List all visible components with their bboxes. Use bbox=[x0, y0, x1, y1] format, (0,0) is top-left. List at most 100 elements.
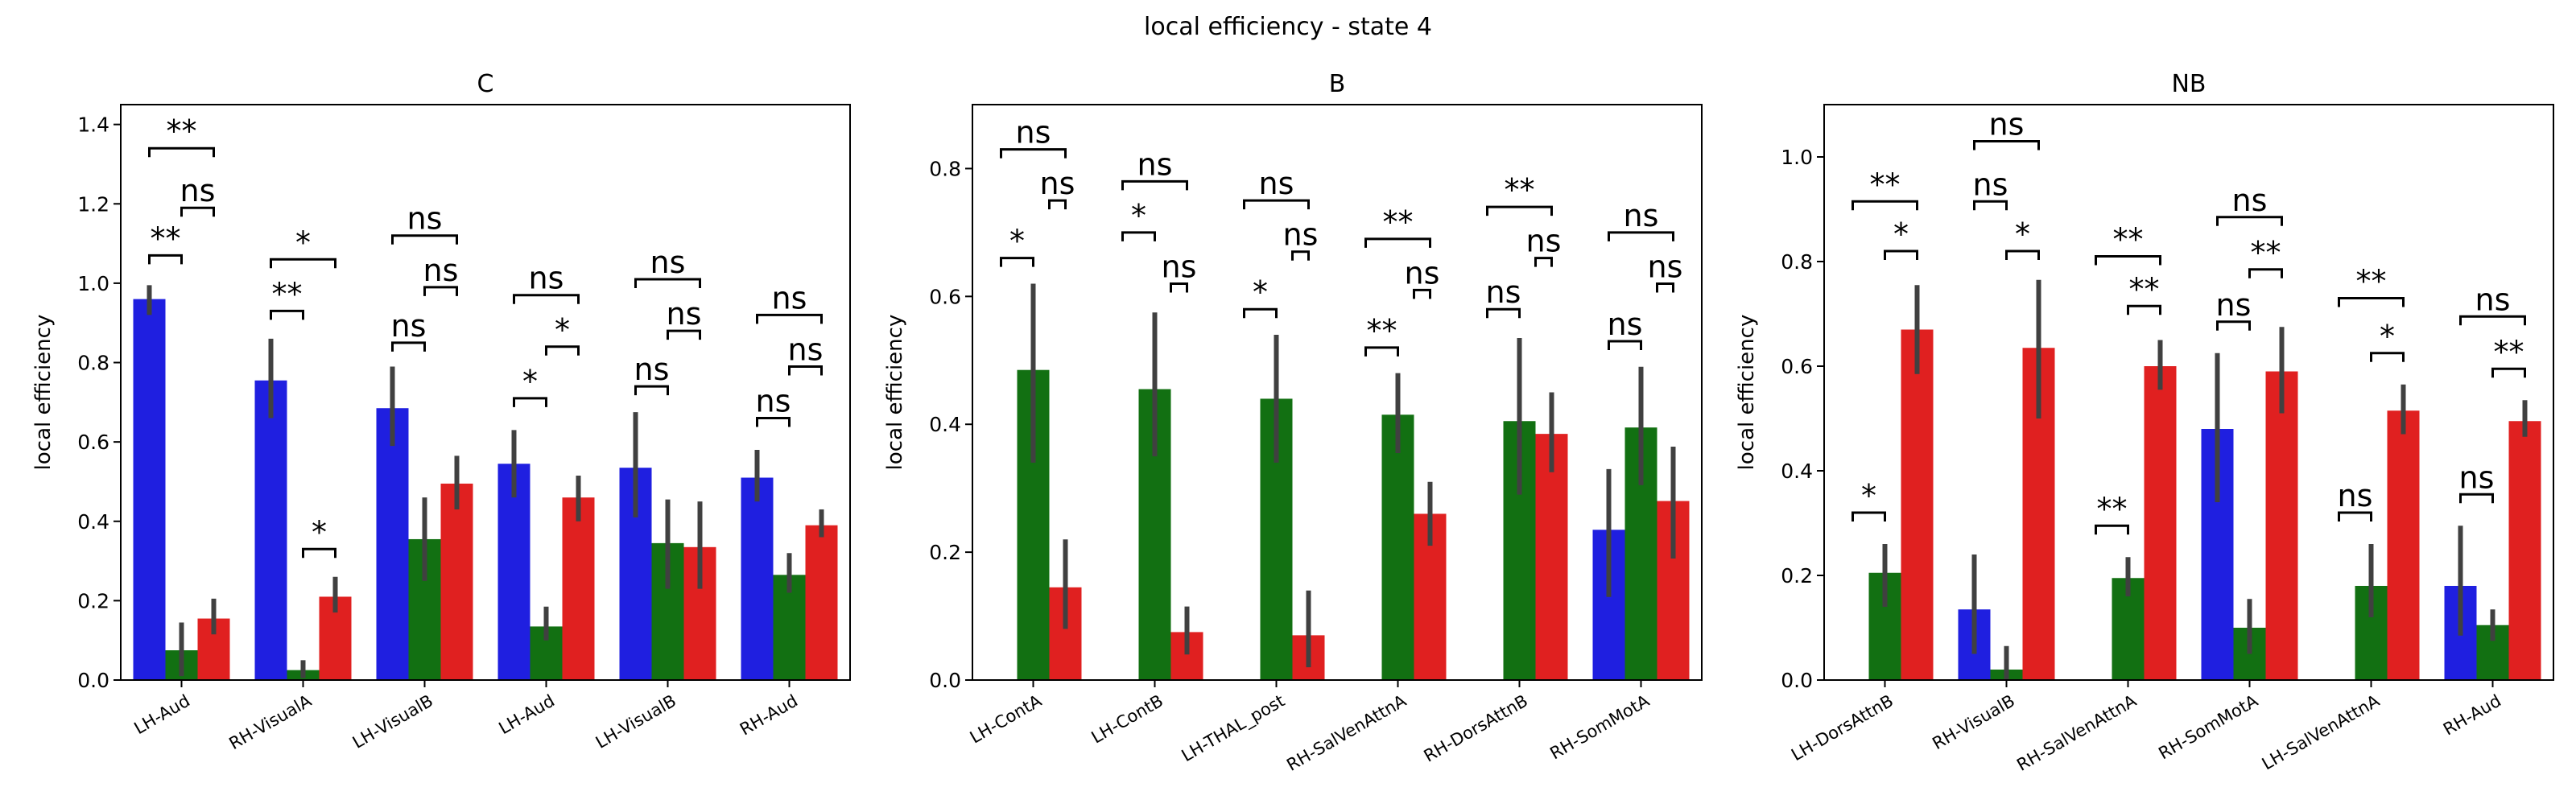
x-tick-label: RH-Aud bbox=[737, 691, 801, 740]
bar-red bbox=[562, 497, 595, 680]
y-tick-label: 0.6 bbox=[77, 431, 109, 454]
significance-bracket bbox=[1534, 257, 1553, 267]
y-tick-label: 0.4 bbox=[929, 413, 961, 436]
significance-bracket bbox=[756, 313, 823, 324]
x-tick-label: RH-DorsAttnB bbox=[1421, 691, 1531, 766]
significance-bracket bbox=[1243, 199, 1310, 210]
significance-label: ns bbox=[1973, 167, 2008, 202]
significance-label: ** bbox=[2494, 334, 2524, 369]
x-tick-label: LH-SalVenAttnA bbox=[2259, 691, 2384, 773]
plot-frame bbox=[120, 104, 851, 681]
bar-red bbox=[1535, 434, 1568, 680]
y-tick-label: 0.6 bbox=[1781, 355, 1813, 378]
significance-label: * bbox=[312, 514, 327, 550]
x-tick-label: RH-SalVenAttnA bbox=[1283, 691, 1410, 775]
significance-label: ** bbox=[2356, 264, 2387, 299]
x-tick-label: RH-SomMotA bbox=[1546, 691, 1653, 763]
significance-bracket bbox=[2338, 297, 2405, 307]
significance-label: ns bbox=[1162, 249, 1197, 284]
significance-bracket bbox=[2095, 524, 2129, 535]
significance-label: ns bbox=[1989, 107, 2025, 142]
significance-bracket bbox=[148, 146, 215, 158]
significance-bracket bbox=[1486, 205, 1553, 216]
x-tick-label: LH-Aud bbox=[131, 691, 193, 739]
significance-bracket bbox=[2370, 352, 2405, 362]
y-tick-label: 0.6 bbox=[929, 285, 961, 308]
panel-title: NB bbox=[2171, 70, 2206, 98]
significance-label: * bbox=[295, 225, 311, 260]
significance-label: ns bbox=[772, 280, 807, 315]
x-tick-label: RH-Aud bbox=[2440, 691, 2504, 740]
significance-bracket bbox=[2459, 315, 2526, 326]
significance-label: ns bbox=[2475, 282, 2511, 317]
significance-bracket bbox=[1121, 231, 1156, 241]
significance-bracket bbox=[1243, 307, 1278, 319]
significance-label: * bbox=[1131, 198, 1146, 233]
bar-red bbox=[1901, 329, 1934, 680]
significance-label: * bbox=[2015, 216, 2030, 252]
plot-frame bbox=[972, 104, 1703, 681]
y-tick-label: 0.4 bbox=[77, 510, 109, 534]
y-axis-label: local efficiency bbox=[1735, 315, 1759, 471]
significance-bracket bbox=[1973, 140, 2040, 150]
y-tick-label: 0.2 bbox=[929, 541, 961, 564]
significance-bracket bbox=[2005, 249, 2040, 260]
x-tick-label: RH-SalVenAttnA bbox=[2013, 691, 2140, 775]
y-tick-label: 0.4 bbox=[1781, 460, 1813, 483]
y-axis-label: local efficiency bbox=[31, 315, 56, 471]
bar-red bbox=[2265, 371, 2298, 680]
significance-label: ns bbox=[1259, 166, 1294, 201]
significance-label: ** bbox=[2097, 491, 2128, 526]
y-tick-label: 0.8 bbox=[1781, 250, 1813, 274]
significance-label: ns bbox=[529, 261, 564, 296]
significance-bracket bbox=[788, 365, 823, 376]
significance-label: ns bbox=[2459, 460, 2495, 495]
significance-bracket bbox=[1973, 200, 2008, 211]
significance-bracket bbox=[1608, 340, 1642, 350]
significance-bracket bbox=[302, 547, 336, 559]
significance-label: ns bbox=[1016, 115, 1051, 150]
significance-label: ns bbox=[634, 352, 670, 387]
significance-bracket bbox=[1364, 346, 1399, 357]
significance-bracket bbox=[2338, 511, 2372, 521]
significance-bracket bbox=[756, 417, 791, 427]
significance-bracket bbox=[391, 234, 458, 245]
significance-label: * bbox=[1861, 478, 1876, 513]
significance-label: ns bbox=[407, 201, 443, 237]
bar-red bbox=[2144, 366, 2177, 680]
significance-bracket bbox=[1852, 511, 1886, 521]
significance-label: ** bbox=[1367, 313, 1397, 348]
significance-bracket bbox=[1413, 288, 1431, 299]
significance-label: ** bbox=[272, 276, 303, 311]
bar-red bbox=[440, 483, 473, 680]
x-tick-label: LH-VisualB bbox=[349, 691, 436, 752]
x-tick-label: LH-ContA bbox=[967, 691, 1046, 747]
significance-label: ** bbox=[2129, 271, 2160, 307]
panel-title: B bbox=[1329, 70, 1346, 98]
bar-red bbox=[2508, 421, 2541, 680]
significance-bracket bbox=[513, 397, 547, 407]
significance-label: ns bbox=[2232, 183, 2268, 218]
x-tick-label: RH-VisualA bbox=[225, 691, 315, 753]
significance-label: ns bbox=[2216, 287, 2252, 323]
bar-blue bbox=[376, 408, 409, 680]
significance-label: ns bbox=[1283, 217, 1319, 253]
significance-label: ns bbox=[1526, 224, 1562, 259]
significance-bracket bbox=[667, 329, 701, 340]
significance-label: ns bbox=[1486, 274, 1521, 310]
significance-bracket bbox=[1048, 199, 1067, 210]
significance-label: ** bbox=[2251, 235, 2281, 270]
significance-bracket bbox=[1364, 237, 1431, 248]
y-tick-label: 1.4 bbox=[77, 113, 109, 137]
bar-blue bbox=[497, 464, 530, 680]
x-tick-label: LH-ContB bbox=[1088, 691, 1166, 748]
significance-bracket bbox=[2095, 255, 2161, 266]
significance-bracket bbox=[2248, 268, 2283, 278]
significance-bracket bbox=[634, 385, 669, 396]
bar-red bbox=[805, 525, 838, 680]
significance-bracket bbox=[2216, 320, 2251, 331]
significance-label: ns bbox=[667, 296, 702, 332]
